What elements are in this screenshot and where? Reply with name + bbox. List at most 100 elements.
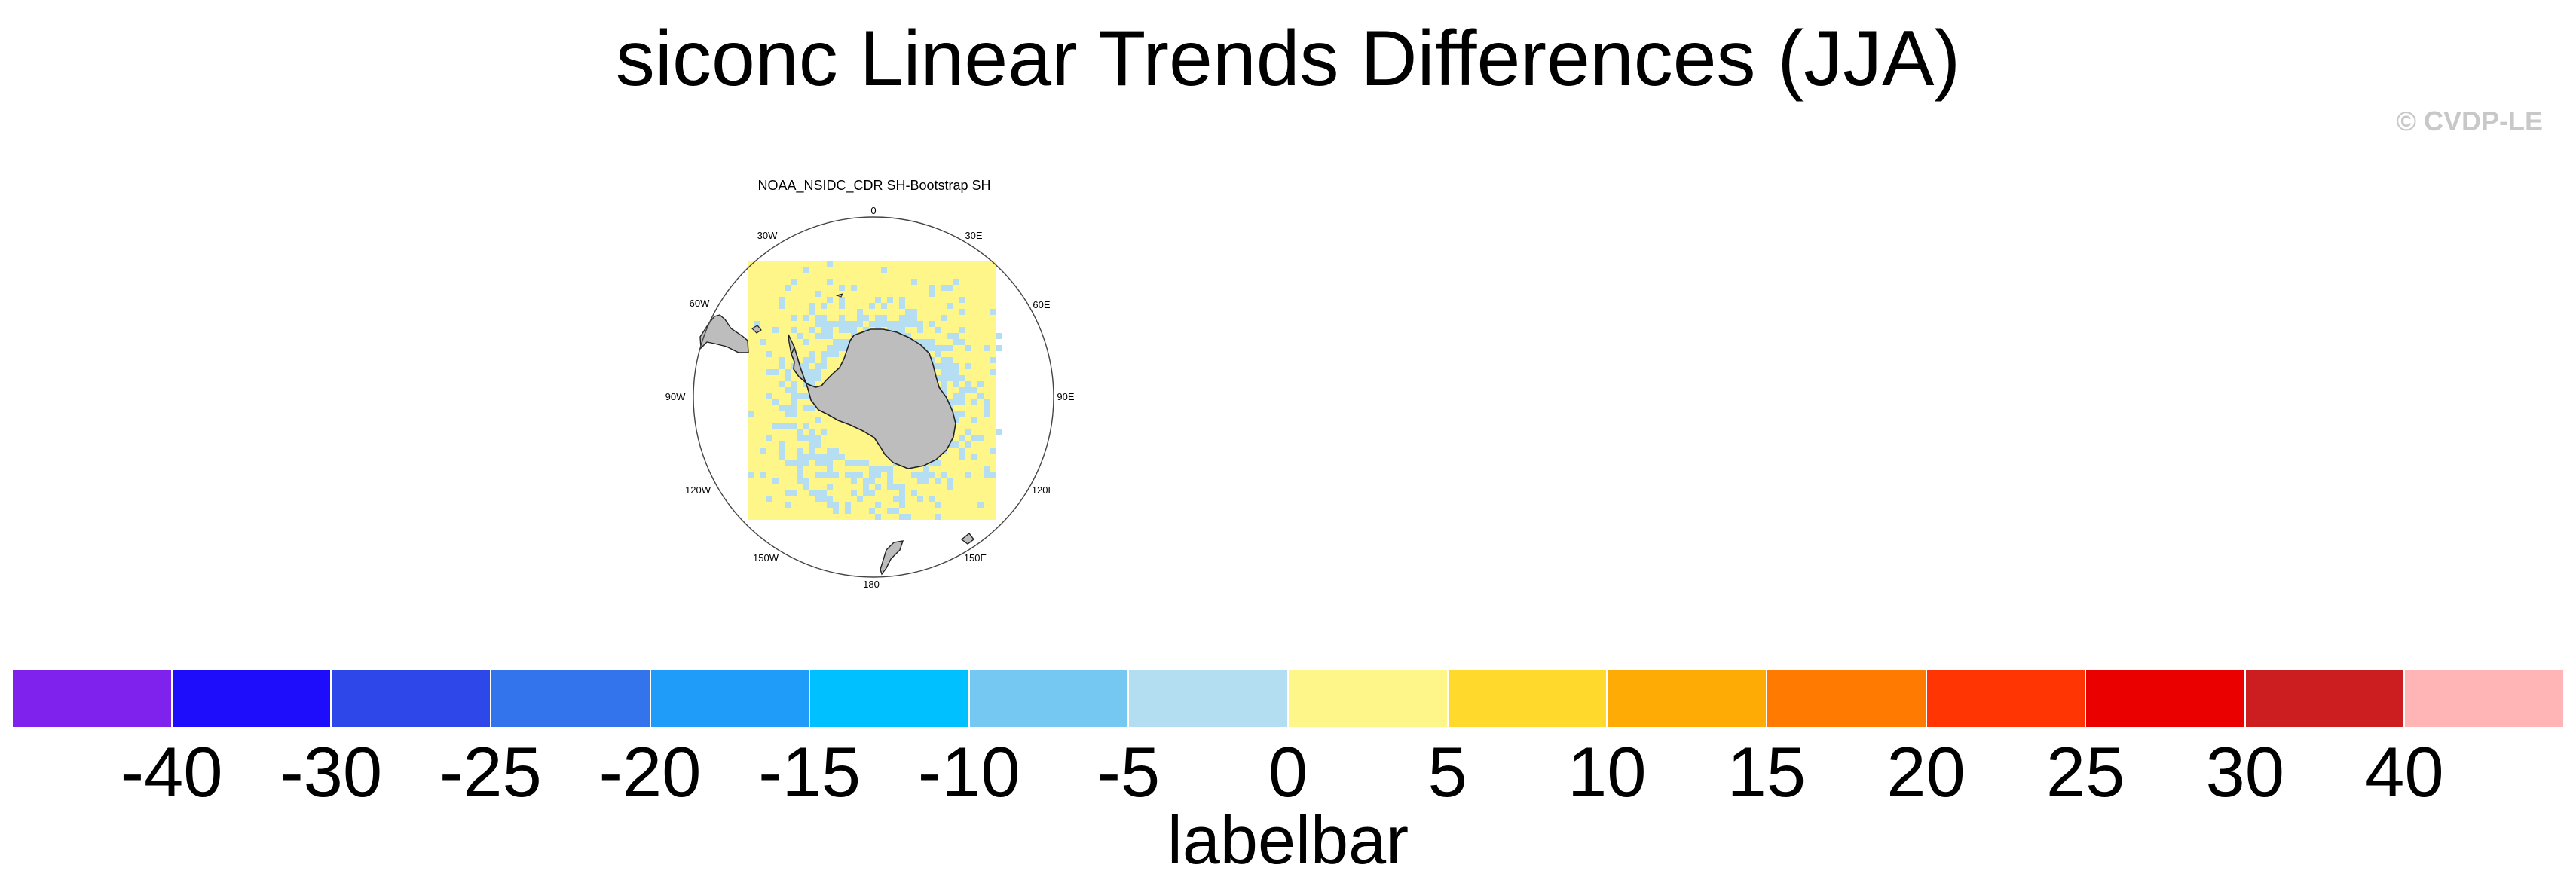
sea-ice-cell [941, 381, 947, 387]
sea-ice-cell [947, 478, 953, 484]
sea-ice-cell [881, 315, 887, 321]
sea-ice-cell [845, 508, 851, 514]
labelbar-box-5 [809, 669, 969, 728]
sea-ice-cell [803, 381, 809, 387]
sea-ice-cell [779, 363, 785, 369]
lon-label-60e: 60E [1033, 299, 1050, 310]
sea-ice-cell [815, 460, 821, 466]
sea-ice-cell [905, 315, 911, 321]
sea-ice-cell [815, 291, 821, 297]
sea-ice-cell [754, 321, 760, 327]
sea-ice-cell [791, 315, 797, 321]
sea-ice-cell [929, 472, 935, 478]
labelbar-box-10 [1607, 669, 1767, 728]
sea-ice-cell [779, 381, 785, 387]
field-cells [748, 261, 1002, 520]
sea-ice-cell [887, 466, 893, 472]
sea-ice-cell [947, 363, 953, 369]
sea-ice-cell [984, 411, 990, 417]
labelbar-box-8 [1288, 669, 1448, 728]
sea-ice-cell [911, 315, 917, 321]
sea-ice-cell [803, 484, 809, 490]
sea-ice-cell [851, 460, 857, 466]
sea-ice-cell [965, 345, 971, 351]
sea-ice-cell [797, 466, 803, 472]
sea-ice-cell [923, 339, 929, 345]
sea-ice-cell [821, 333, 827, 339]
sea-ice-cell [851, 285, 857, 291]
sea-ice-cell [887, 297, 893, 303]
sea-ice-cell [887, 321, 893, 327]
sea-ice-cell [929, 496, 935, 502]
sea-ice-cell [815, 496, 821, 502]
sea-ice-cell [953, 381, 959, 387]
sea-ice-cell [947, 357, 953, 363]
labelbar-box-12 [1926, 669, 2086, 728]
sea-ice-cell [977, 393, 984, 399]
sea-ice-cell [821, 429, 827, 435]
south-america-landmass [699, 314, 749, 353]
sea-ice-cell [797, 454, 803, 460]
sea-ice-cell [827, 333, 833, 339]
sea-ice-cell [971, 387, 977, 393]
sea-ice-cell [809, 327, 815, 333]
sea-ice-cell [803, 363, 809, 369]
sea-ice-cell [893, 327, 899, 333]
sea-ice-cell [917, 472, 923, 478]
falkland-islands [751, 325, 762, 334]
labelbar-box-2 [331, 669, 491, 728]
sea-ice-cell [953, 417, 959, 423]
sea-ice-cell [791, 490, 797, 496]
sea-ice-cell [815, 454, 821, 460]
sea-ice-cell [875, 472, 881, 478]
labelbar-box-9 [1447, 669, 1608, 728]
sea-ice-cell [929, 357, 935, 363]
sea-ice-cell [899, 490, 905, 496]
sea-ice-cell [845, 339, 851, 345]
sea-ice-cell [821, 472, 827, 478]
lon-label-60w: 60W [690, 298, 710, 309]
sea-ice-cell [935, 351, 941, 357]
sea-ice-cell [947, 303, 953, 309]
sea-ice-cell [996, 333, 1002, 339]
sea-ice-cell [947, 369, 953, 375]
sea-ice-cell [965, 429, 971, 435]
lon-label-90w: 90W [665, 391, 686, 402]
sea-ice-cell [959, 454, 965, 460]
sea-ice-cell [929, 291, 935, 297]
sea-ice-cell [766, 435, 772, 441]
sea-ice-cell [929, 345, 935, 351]
sea-ice-cell [971, 417, 977, 423]
sea-ice-cell [941, 315, 947, 321]
sea-ice-cell [965, 441, 971, 448]
sea-ice-cell [857, 460, 863, 466]
sea-ice-cell [797, 472, 803, 478]
sea-ice-cell [827, 351, 833, 357]
sea-ice-cell [990, 369, 996, 375]
sea-ice-cell [953, 411, 959, 417]
sea-ice-cell [809, 435, 815, 441]
sea-ice-cell [935, 460, 941, 466]
sea-ice-cell [887, 472, 893, 478]
sea-ice-cell [766, 496, 772, 502]
sea-ice-cell [821, 327, 827, 333]
sea-ice-cell [893, 484, 899, 490]
sea-ice-cell [923, 478, 929, 484]
sea-ice-cell [965, 387, 971, 393]
labelbar-tick-9: 10 [1567, 732, 1647, 811]
sea-ice-cell [959, 327, 965, 333]
sea-ice-cell [899, 321, 905, 327]
sea-ice-cell [803, 267, 809, 273]
sea-ice-cell [779, 441, 785, 448]
labelbar-tick-14: 40 [2365, 732, 2444, 811]
sea-ice-cell [996, 429, 1002, 435]
sea-ice-cell [875, 297, 881, 303]
labelbar-tick-10: 15 [1727, 732, 1807, 811]
sea-ice-cell [875, 321, 881, 327]
sea-ice-cell [827, 496, 833, 502]
sea-ice-cell [815, 435, 821, 441]
sea-ice-cell [851, 490, 857, 496]
sea-ice-cell [863, 478, 869, 484]
sea-ice-cell [839, 285, 845, 291]
sea-ice-cell [923, 472, 929, 478]
